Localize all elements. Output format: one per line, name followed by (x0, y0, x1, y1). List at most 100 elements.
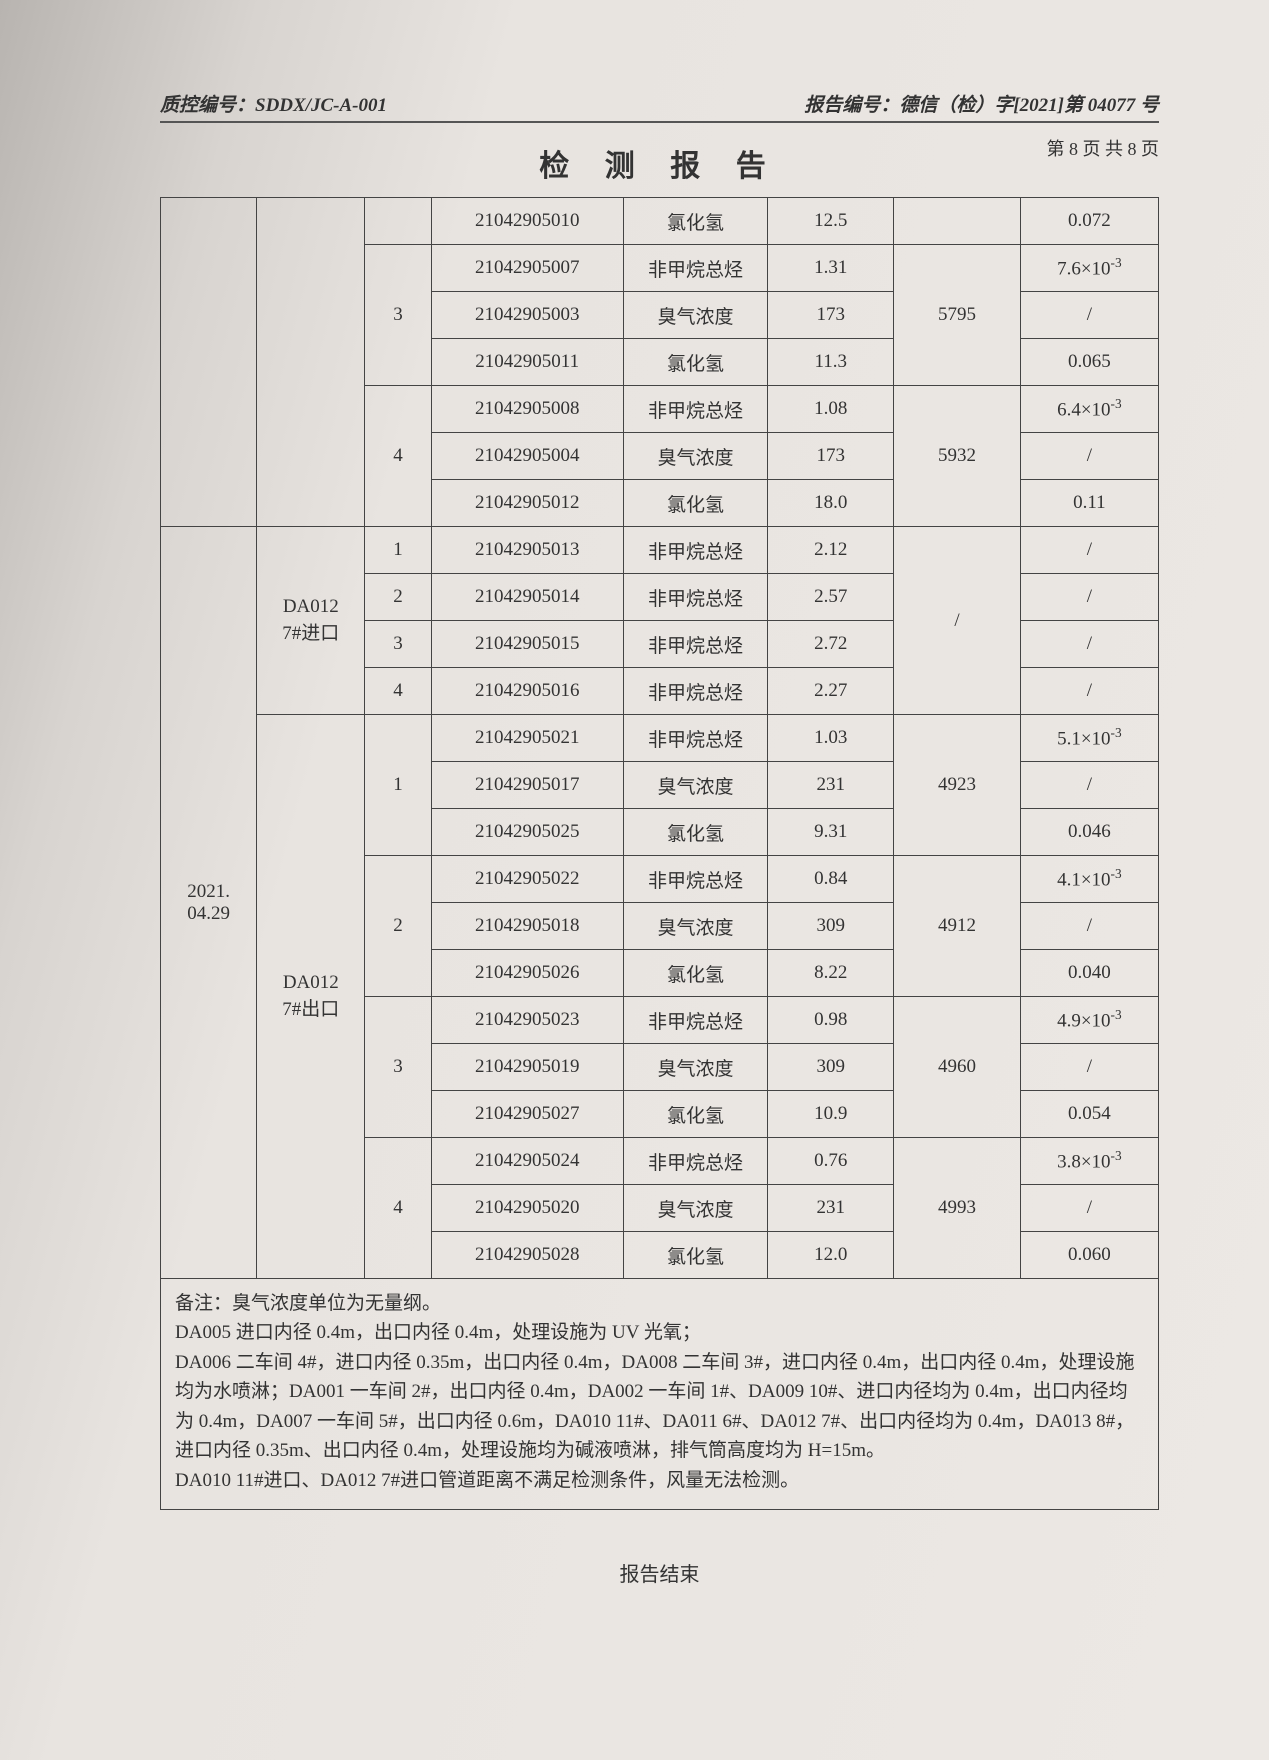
note-line: 备注：臭气浓度单位为无量纲。 (175, 1289, 1144, 1318)
item-name: 臭气浓度 (623, 433, 767, 480)
report-end: 报告结束 (160, 1558, 1159, 1587)
seq-cell: 1 (365, 527, 431, 574)
seq-cell: 3 (365, 997, 431, 1138)
sample-id: 21042905024 (431, 1138, 623, 1185)
value-1: 231 (768, 1185, 894, 1232)
seq-cell: 2 (365, 574, 431, 621)
sample-id: 21042905008 (431, 386, 623, 433)
value-3: 5.1×10-3 (1020, 715, 1158, 762)
value-1: 2.72 (768, 621, 894, 668)
seq-cell: 4 (365, 386, 431, 527)
notes-block: 备注：臭气浓度单位为无量纲。 DA005 进口内径 0.4m，出口内径 0.4m… (160, 1279, 1159, 1510)
note-line: DA005 进口内径 0.4m，出口内径 0.4m，处理设施为 UV 光氧； (175, 1318, 1144, 1347)
seq-cell: 1 (365, 715, 431, 856)
sample-id: 21042905021 (431, 715, 623, 762)
value-3: 0.040 (1020, 950, 1158, 997)
report-number: 报告编号：德信（检）字[2021]第 04077 号 (804, 90, 1159, 117)
item-name: 臭气浓度 (623, 903, 767, 950)
value-1: 309 (768, 903, 894, 950)
value-1: 1.31 (768, 245, 894, 292)
sample-id: 21042905023 (431, 997, 623, 1044)
item-name: 非甲烷总烃 (623, 245, 767, 292)
value-1: 231 (768, 762, 894, 809)
volume-cell: 4960 (894, 997, 1020, 1138)
value-1: 0.76 (768, 1138, 894, 1185)
value-1: 11.3 (768, 339, 894, 386)
sample-id: 21042905003 (431, 292, 623, 339)
item-name: 氯化氢 (623, 809, 767, 856)
volume-cell: 5932 (894, 386, 1020, 527)
value-1: 173 (768, 433, 894, 480)
volume-cell: 4923 (894, 715, 1020, 856)
value-3: 0.065 (1020, 339, 1158, 386)
item-name: 非甲烷总烃 (623, 856, 767, 903)
item-name: 氯化氢 (623, 950, 767, 997)
value-3: 4.1×10-3 (1020, 856, 1158, 903)
date-cell: 2021.04.29 (161, 527, 257, 1279)
value-3: / (1020, 762, 1158, 809)
seq-cell: 4 (365, 1138, 431, 1279)
value-1: 0.84 (768, 856, 894, 903)
header-row: 质控编号：SDDX/JC-A-001 报告编号：德信（检）字[2021]第 04… (160, 90, 1159, 123)
value-3: 0.046 (1020, 809, 1158, 856)
date-cell (161, 198, 257, 527)
note-line: DA010 11#进口、DA012 7#进口管道距离不满足检测条件，风量无法检测… (175, 1466, 1144, 1495)
sample-id: 21042905019 (431, 1044, 623, 1091)
value-1: 8.22 (768, 950, 894, 997)
item-name: 非甲烷总烃 (623, 527, 767, 574)
point-cell: DA0127#进口 (257, 527, 365, 715)
value-1: 2.27 (768, 668, 894, 715)
value-3: 3.8×10-3 (1020, 1138, 1158, 1185)
value-1: 1.08 (768, 386, 894, 433)
note-line: DA006 二车间 4#，进口内径 0.35m，出口内径 0.4m，DA008 … (175, 1348, 1144, 1466)
item-name: 氯化氢 (623, 1232, 767, 1279)
qc-number: 质控编号：SDDX/JC-A-001 (160, 90, 387, 117)
sample-id: 21042905014 (431, 574, 623, 621)
sample-id: 21042905026 (431, 950, 623, 997)
item-name: 臭气浓度 (623, 762, 767, 809)
sample-id: 21042905018 (431, 903, 623, 950)
item-name: 臭气浓度 (623, 1044, 767, 1091)
value-3: 6.4×10-3 (1020, 386, 1158, 433)
sample-id: 21042905012 (431, 480, 623, 527)
value-3: / (1020, 1185, 1158, 1232)
sample-id: 21042905020 (431, 1185, 623, 1232)
value-3: 0.072 (1020, 198, 1158, 245)
item-name: 非甲烷总烃 (623, 574, 767, 621)
value-1: 2.12 (768, 527, 894, 574)
sample-id: 21042905015 (431, 621, 623, 668)
value-3: 7.6×10-3 (1020, 245, 1158, 292)
item-name: 非甲烷总烃 (623, 1138, 767, 1185)
value-3: 4.9×10-3 (1020, 997, 1158, 1044)
item-name: 臭气浓度 (623, 292, 767, 339)
value-1: 173 (768, 292, 894, 339)
value-1: 1.03 (768, 715, 894, 762)
value-1: 0.98 (768, 997, 894, 1044)
item-name: 氯化氢 (623, 480, 767, 527)
item-name: 非甲烷总烃 (623, 715, 767, 762)
value-1: 309 (768, 1044, 894, 1091)
value-3: / (1020, 668, 1158, 715)
item-name: 非甲烷总烃 (623, 621, 767, 668)
value-3: / (1020, 433, 1158, 480)
item-name: 非甲烷总烃 (623, 997, 767, 1044)
sample-id: 21042905027 (431, 1091, 623, 1138)
item-name: 氯化氢 (623, 339, 767, 386)
volume-cell: 4993 (894, 1138, 1020, 1279)
value-1: 10.9 (768, 1091, 894, 1138)
seq-cell: 3 (365, 245, 431, 386)
item-name: 臭气浓度 (623, 1185, 767, 1232)
point-cell: DA0127#出口 (257, 715, 365, 1279)
value-1: 9.31 (768, 809, 894, 856)
seq-cell (365, 198, 431, 245)
sample-id: 21042905025 (431, 809, 623, 856)
value-3: / (1020, 527, 1158, 574)
value-1: 2.57 (768, 574, 894, 621)
sample-id: 21042905017 (431, 762, 623, 809)
seq-cell: 4 (365, 668, 431, 715)
report-title: 检 测 报 告 (539, 141, 780, 185)
sample-id: 21042905011 (431, 339, 623, 386)
sample-id: 21042905028 (431, 1232, 623, 1279)
item-name: 氯化氢 (623, 1091, 767, 1138)
page-indicator: 第 8 页 共 8 页 (1047, 135, 1160, 161)
